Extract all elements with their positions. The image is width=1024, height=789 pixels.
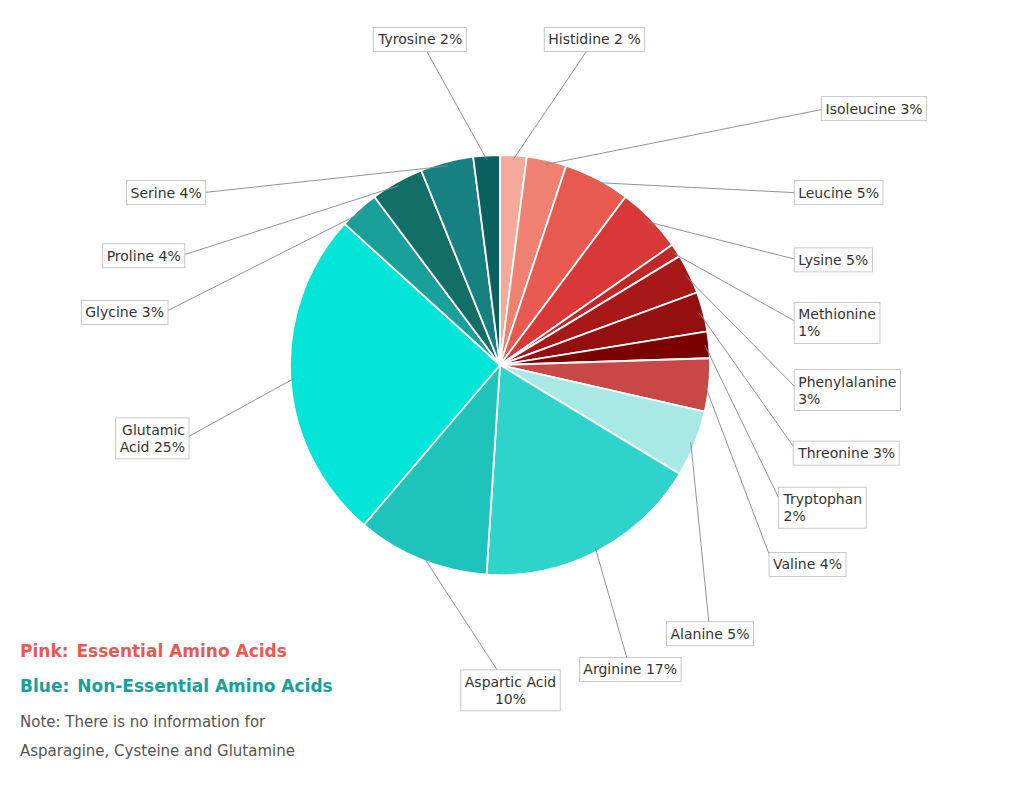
slice-label-text: Tryptophan2% <box>783 491 863 524</box>
slice-label: Leucine 5% <box>794 181 883 205</box>
slice-label-text: Proline 4% <box>107 248 181 264</box>
leader-line <box>648 222 798 260</box>
slice-label-text: Valine 4% <box>773 556 842 572</box>
label-box <box>769 552 846 576</box>
key-text: Essential Amino Acids <box>77 641 287 661</box>
leader-line <box>181 186 399 256</box>
label-box <box>81 300 168 324</box>
wedge <box>487 365 680 575</box>
leader-line <box>185 378 295 438</box>
slice-label-text: Lysine 5% <box>798 252 868 268</box>
leader-line <box>672 253 798 323</box>
label-box <box>579 657 681 681</box>
slice-label-text: Threonine 3% <box>797 445 895 461</box>
key-text: Note: There is no information for <box>20 713 266 731</box>
leader-line <box>420 40 487 160</box>
key: Pink: Essential Amino Acids Blue: Non-Essen… <box>20 641 333 760</box>
slice-labels: Histidine 2 % Isoleucine 3% Leucine 5% Lysi… <box>81 27 926 711</box>
label-box <box>373 27 466 51</box>
leader-line <box>699 313 798 453</box>
slice-label: Isoleucine 3% <box>822 97 927 121</box>
key-text: Pink: <box>20 641 69 661</box>
label-box <box>461 670 560 711</box>
slice-label: Methionine1% <box>794 302 880 343</box>
leader-line <box>202 166 448 193</box>
label-box <box>794 181 883 205</box>
leader-line <box>595 183 798 193</box>
label-box <box>794 248 872 272</box>
leader-line <box>546 109 826 165</box>
slice-label-text: Methionine1% <box>798 306 876 339</box>
leader-line <box>164 213 362 313</box>
wedge <box>473 155 500 365</box>
slice-label-text: Alanine 5% <box>671 626 750 642</box>
leader-line <box>691 442 710 634</box>
slice-label: Tyrosine 2% <box>373 27 466 51</box>
leader-line <box>595 547 630 669</box>
key-text: Blue: <box>20 676 69 696</box>
leader-line <box>705 345 784 508</box>
slice-label: Arginine 17% <box>579 657 681 681</box>
label-box <box>779 487 867 528</box>
slice-label: Proline 4% <box>103 244 185 268</box>
slice-label: Phenylalanine3% <box>794 370 900 411</box>
slice-label: Lysine 5% <box>794 248 872 272</box>
label-box <box>794 370 900 411</box>
label-box <box>667 622 754 646</box>
slice-label: Aspartic Acid10% <box>461 670 560 711</box>
slice-label-text: Aspartic Acid10% <box>465 674 556 707</box>
label-box <box>822 97 927 121</box>
slice-label-text: Arginine 17% <box>583 661 677 677</box>
slice-label: Alanine 5% <box>667 622 754 646</box>
label-box <box>103 244 185 268</box>
slice-label-text: Histidine 2 % <box>548 31 640 47</box>
label-box <box>794 302 880 343</box>
slice-label: Valine 4% <box>769 552 846 576</box>
slice-label: GlutamicAcid 25% <box>116 418 189 459</box>
slice-label-text: Leucine 5% <box>798 185 879 201</box>
slice-label-text: Serine 4% <box>131 185 202 201</box>
slice-label: Threonine 3% <box>793 441 899 465</box>
label-box <box>544 27 644 51</box>
key-text: Non-Essential Amino Acids <box>77 676 332 696</box>
slice-label-text: GlutamicAcid 25% <box>120 422 185 455</box>
label-box <box>793 441 899 465</box>
slice-label-text: Glycine 3% <box>85 304 164 320</box>
slice-label: Glycine 3% <box>81 300 168 324</box>
chart: Histidine 2 % Isoleucine 3% Leucine 5% Lysi… <box>0 0 1024 789</box>
slice-label-text: Phenylalanine3% <box>798 374 896 407</box>
slice-label: Tryptophan2% <box>779 487 867 528</box>
wedges <box>290 155 710 575</box>
leader-line <box>705 385 773 565</box>
label-box <box>127 181 206 205</box>
leader-lines <box>164 40 826 691</box>
key-text: Asparagine, Cysteine and Glutamine <box>20 742 295 760</box>
slice-label: Serine 4% <box>127 181 206 205</box>
slice-label-text: Tyrosine 2% <box>377 31 462 47</box>
slice-label-text: Isoleucine 3% <box>826 101 923 117</box>
leader-line <box>513 40 594 160</box>
slice-label: Histidine 2 % <box>544 27 644 51</box>
label-box <box>116 418 189 459</box>
